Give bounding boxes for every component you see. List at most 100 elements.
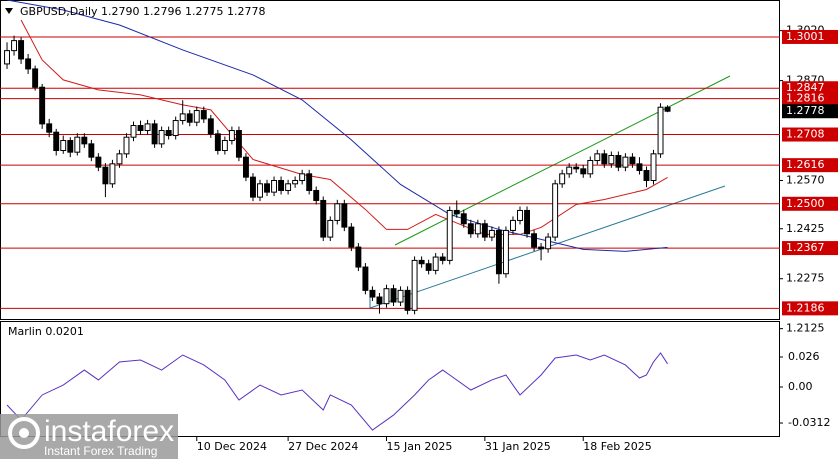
menu-icon <box>5 8 13 14</box>
last-price-label: 1.2778 <box>786 104 825 117</box>
level-label: 1.3001 <box>786 30 825 43</box>
y-tick-label: 1.2125 <box>786 322 825 335</box>
candle-body <box>200 110 207 120</box>
candle-body <box>594 153 601 161</box>
candle-body <box>510 219 516 231</box>
candle-body <box>453 209 460 215</box>
watermark-logo-dot <box>19 428 29 438</box>
candle-body <box>172 120 179 137</box>
candle-body <box>151 123 158 145</box>
y-tick-label: 0.00 <box>788 380 813 393</box>
candle-body <box>524 209 530 235</box>
candle-body <box>214 133 221 152</box>
candle-body <box>650 153 657 181</box>
level-label-box <box>782 127 838 142</box>
candle-body <box>383 288 390 305</box>
moving-average <box>6 0 668 252</box>
candle-body <box>39 86 46 125</box>
candle-body <box>622 156 629 168</box>
candle-body <box>467 223 474 235</box>
candle-body <box>320 199 327 238</box>
candle-body <box>123 136 130 155</box>
candle-body <box>587 159 594 175</box>
candle-body <box>390 288 397 303</box>
level-label: 1.2816 <box>786 92 825 105</box>
candle-body <box>474 223 481 235</box>
candle-body <box>299 173 306 181</box>
candle-body <box>18 40 25 60</box>
candle-body <box>425 263 432 271</box>
level-label-box <box>782 241 838 256</box>
candle-body <box>404 289 411 311</box>
candle-body <box>601 153 608 165</box>
candle-body <box>221 140 228 152</box>
candle-body <box>397 289 404 303</box>
candle-body <box>46 123 53 133</box>
level-label: 1.2367 <box>786 241 825 254</box>
candle-body <box>517 209 523 221</box>
candle-body <box>67 140 74 153</box>
level-label-box <box>782 196 838 211</box>
candle-body <box>545 236 552 250</box>
indicator-panel-frame <box>0 321 780 437</box>
candle-body <box>144 123 151 132</box>
candle-body <box>242 156 249 178</box>
level-label: 1.2186 <box>786 301 825 314</box>
candle-body <box>292 179 299 185</box>
level-label: 1.2847 <box>786 81 825 94</box>
candle-body <box>376 296 383 305</box>
candle-body <box>362 266 369 291</box>
candle-body <box>228 130 235 142</box>
candle-body <box>566 166 573 175</box>
candle-body <box>411 259 418 311</box>
candle-body <box>306 173 313 191</box>
candle-body <box>629 156 636 165</box>
level-label-box <box>782 29 838 44</box>
x-tick-label: 18 Feb 2025 <box>583 440 651 453</box>
candle-body <box>615 155 622 168</box>
candle-body <box>53 131 60 152</box>
candle-body <box>502 229 509 275</box>
watermark-tagline: Instant Forex Trading <box>44 444 157 458</box>
candle-body <box>179 113 186 122</box>
candle-body <box>481 223 488 238</box>
candle-body <box>495 229 502 275</box>
candle-body <box>109 163 116 185</box>
candle-body <box>355 246 362 268</box>
level-label-box <box>782 91 838 106</box>
candle-body <box>88 143 95 158</box>
x-tick-label: 27 Dec 2024 <box>288 440 358 453</box>
indicator-line <box>6 352 668 431</box>
candle-body <box>580 168 587 175</box>
candle-body <box>538 246 545 250</box>
y-tick-label: 1.2570 <box>786 173 825 186</box>
moving-average <box>20 19 668 235</box>
candle-body <box>636 163 643 171</box>
candle-body <box>207 118 214 135</box>
y-tick-label: 1.2275 <box>786 272 825 285</box>
candle-body <box>165 130 172 137</box>
candle-body <box>74 136 81 153</box>
candle-body <box>664 106 671 112</box>
x-tick-label: 15 Jan 2025 <box>386 440 452 453</box>
candle-body <box>102 166 109 185</box>
candle-body <box>559 173 566 185</box>
candle-body <box>439 256 446 261</box>
candle-body <box>313 189 320 201</box>
watermark: instaforex Instant Forex Trading <box>0 414 178 459</box>
candle-body <box>552 183 559 238</box>
chart-title: GBPUSD,Daily 1.2790 1.2796 1.2775 1.2778 <box>20 5 265 18</box>
y-tick-label: 1.2425 <box>786 222 825 235</box>
x-tick-label: 10 Dec 2024 <box>197 440 267 453</box>
candle-body <box>81 136 88 145</box>
candle-body <box>341 203 348 228</box>
level-label: 1.2500 <box>786 197 825 210</box>
candle-body <box>116 153 123 165</box>
candle-body <box>446 209 453 261</box>
level-label: 1.2616 <box>786 158 825 171</box>
candle-body <box>432 256 439 271</box>
candle-body <box>327 219 334 238</box>
candle-body <box>643 169 650 181</box>
